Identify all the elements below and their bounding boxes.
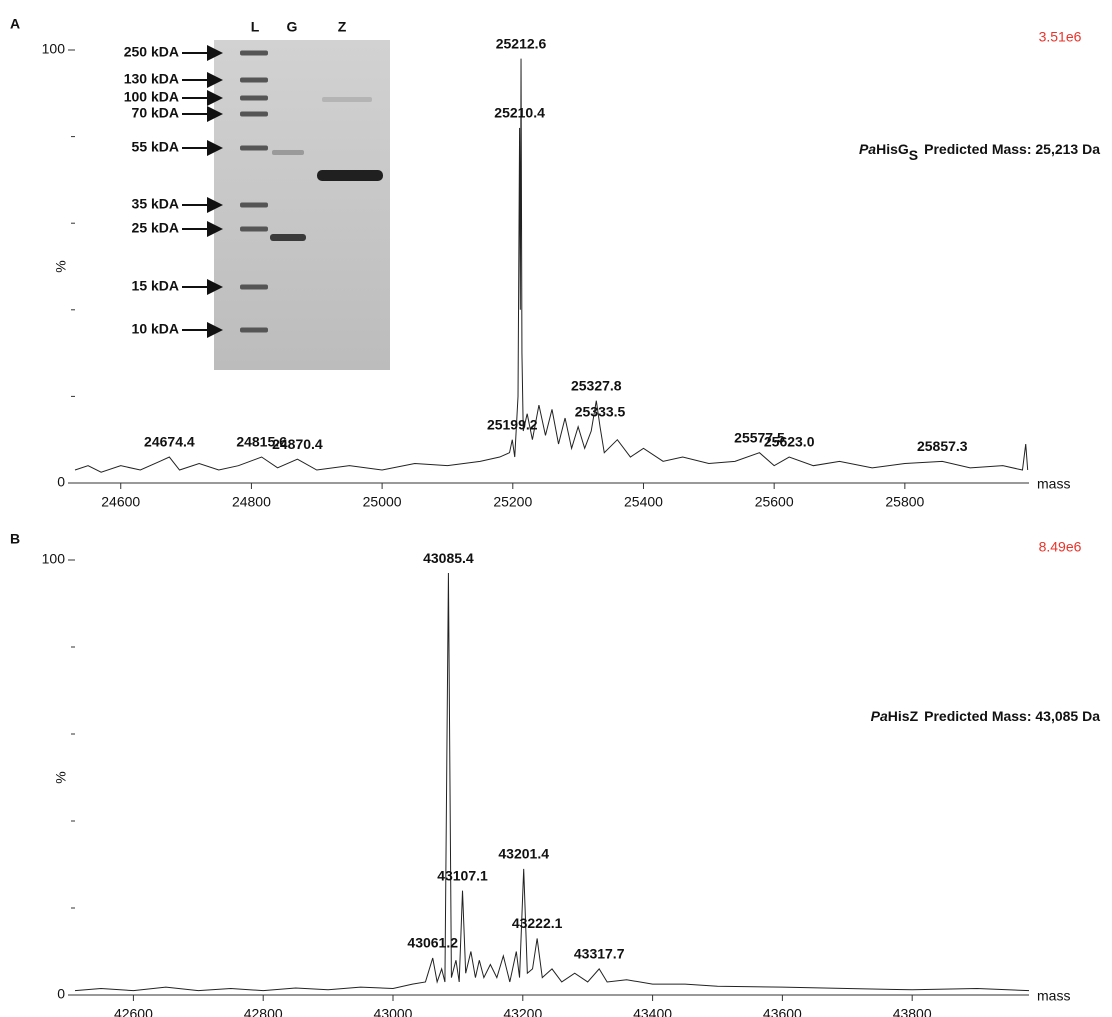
chart-title: PaHisZ Predicted Mass: 43,085 Da bbox=[871, 708, 1101, 724]
peak-label: 24870.4 bbox=[272, 436, 323, 452]
lane-label: L bbox=[251, 19, 260, 35]
title-italic: Pa bbox=[859, 141, 876, 157]
x-tick-label: 25800 bbox=[885, 494, 924, 510]
x-tick-label: 43000 bbox=[374, 1006, 413, 1017]
peak-label: 24674.4 bbox=[144, 434, 195, 450]
x-tick-label: 24600 bbox=[101, 494, 140, 510]
y-tick-label: 100 bbox=[42, 41, 66, 57]
ladder-band bbox=[240, 328, 268, 333]
panel-letter: B bbox=[10, 531, 20, 547]
y-tick-label: 100 bbox=[42, 551, 66, 567]
x-tick-label: 25000 bbox=[363, 494, 402, 510]
marker-label: 15 kDA bbox=[132, 278, 179, 294]
peak-label: 25857.3 bbox=[917, 438, 968, 454]
peak-label: 43107.1 bbox=[437, 867, 488, 883]
intensity-label: 3.51e6 bbox=[1039, 29, 1082, 45]
peak-label: 43201.4 bbox=[498, 846, 549, 862]
title-main: HisG bbox=[876, 141, 909, 157]
marker-label: 130 kDA bbox=[124, 71, 179, 87]
figure: L G Z 250 kDA 130 kDA 100 kDA70 kDA 55 kDA 35 k… bbox=[0, 0, 1112, 1017]
peak-label: 25327.8 bbox=[571, 377, 622, 393]
x-tick-label: 43600 bbox=[763, 1006, 802, 1017]
peak-label: 43061.2 bbox=[407, 935, 458, 951]
peak-label: 25623.0 bbox=[764, 434, 815, 450]
intensity-label: 8.49e6 bbox=[1039, 539, 1082, 555]
ladder-band bbox=[240, 285, 268, 290]
marker-label: 100 kDA bbox=[124, 89, 179, 105]
x-tick-label: 42600 bbox=[114, 1006, 153, 1017]
title-rest: Predicted Mass: 43,085 Da bbox=[924, 708, 1100, 724]
x-tick-label: 25600 bbox=[755, 494, 794, 510]
peak-label: 43317.7 bbox=[574, 946, 625, 962]
x-tick-label: 42800 bbox=[244, 1006, 283, 1017]
x-tick-label: 25400 bbox=[624, 494, 663, 510]
peak-label: 25333.5 bbox=[575, 403, 626, 419]
x-axis-label: mass bbox=[1037, 988, 1070, 1004]
marker-label: 250 kDA bbox=[124, 44, 179, 60]
peak-label: 25210.4 bbox=[494, 105, 545, 121]
x-tick-label: 25200 bbox=[493, 494, 532, 510]
marker-label: 70 kDA bbox=[132, 105, 179, 121]
x-tick-label: 24800 bbox=[232, 494, 271, 510]
ladder-band bbox=[240, 227, 268, 232]
x-tick-label: 43400 bbox=[633, 1006, 672, 1017]
peak-label: 25212.6 bbox=[496, 35, 547, 51]
ladder-band bbox=[240, 146, 268, 151]
y-axis-label: % bbox=[53, 260, 69, 272]
panel-letter: A bbox=[10, 16, 20, 32]
marker-label: 35 kDA bbox=[132, 196, 179, 212]
marker-label: 10 kDA bbox=[132, 321, 179, 337]
x-tick-label: 43200 bbox=[503, 1006, 542, 1017]
peak-label: 43085.4 bbox=[423, 550, 474, 566]
chart-title: PaHisGS Predicted Mass: 25,213 Da bbox=[859, 141, 1100, 163]
y-axis-label: % bbox=[53, 771, 69, 783]
ladder-band bbox=[240, 112, 268, 117]
lane-label: Z bbox=[338, 19, 347, 35]
x-tick-label: 43800 bbox=[893, 1006, 932, 1017]
gel-band bbox=[317, 170, 383, 181]
y-tick-label: 0 bbox=[57, 474, 65, 490]
lane-label: G bbox=[287, 19, 298, 35]
title-rest: Predicted Mass: 25,213 Da bbox=[924, 141, 1100, 157]
title-italic: Pa bbox=[871, 708, 888, 724]
gel-band bbox=[272, 150, 304, 155]
title-subscript: S bbox=[909, 147, 918, 163]
ladder-band bbox=[240, 78, 268, 83]
marker-label: 25 kDA bbox=[132, 220, 179, 236]
peak-label: 43222.1 bbox=[512, 915, 563, 931]
gel-band bbox=[270, 234, 306, 241]
title-main: HisZ bbox=[888, 708, 919, 724]
peak-label: 25199.2 bbox=[487, 416, 538, 432]
ladder-band bbox=[240, 51, 268, 56]
gel-band bbox=[322, 97, 372, 102]
ladder-band bbox=[240, 96, 268, 101]
x-axis-label: mass bbox=[1037, 476, 1070, 492]
y-tick-label: 0 bbox=[57, 986, 65, 1002]
ladder-band bbox=[240, 203, 268, 208]
marker-label: 55 kDA bbox=[132, 139, 179, 155]
